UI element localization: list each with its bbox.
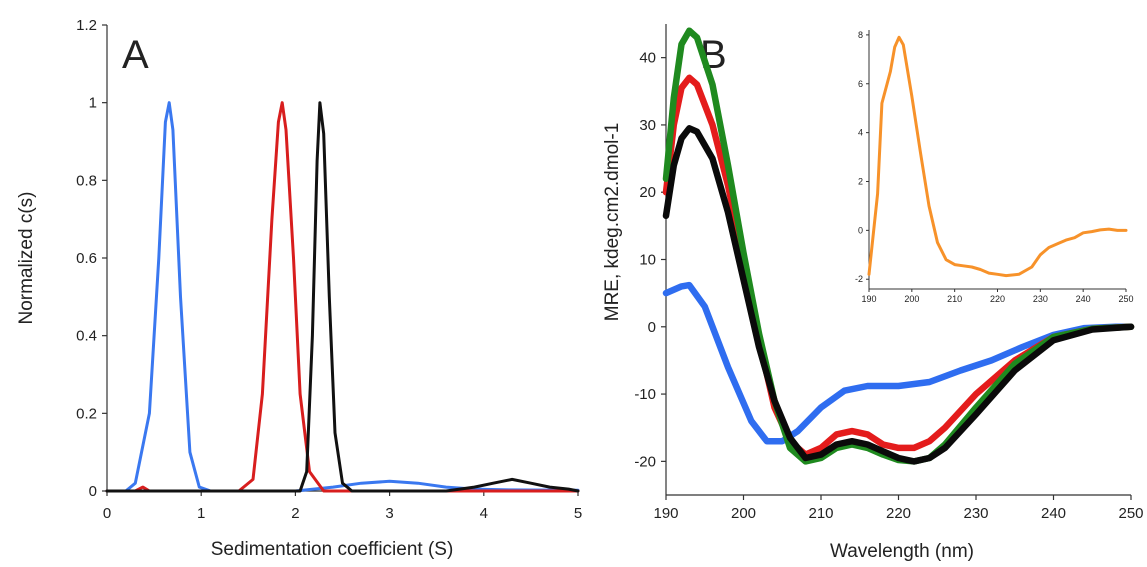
a-series-line-2	[105, 101, 580, 493]
x-tick-label: 220	[886, 505, 911, 522]
inset-panel: 190 200 210 220 230 240 250 -2 0 2 4 6 8	[841, 23, 1135, 306]
x-tick-label: 210	[947, 294, 962, 304]
x-tick-label: 230	[1033, 294, 1048, 304]
x-tick-label: 210	[808, 505, 833, 522]
i-series-line-1	[867, 35, 1128, 278]
y-tick-label: 0	[648, 319, 656, 336]
inset-background	[841, 23, 1135, 306]
x-tick-label: 250	[1118, 505, 1143, 522]
panel-a-xlabel: Sedimentation coefficient (S)	[211, 539, 454, 560]
y-tick-label: 1	[89, 95, 97, 112]
panel-b-ylabel: MRE, kdeg.cm2.dmol-1	[602, 123, 623, 322]
x-tick-label: 230	[963, 505, 988, 522]
x-tick-label: 190	[861, 294, 876, 304]
panel-a-ylabel: Normalized c(s)	[16, 191, 37, 324]
x-tick-label: 220	[990, 294, 1005, 304]
y-tick-label: 30	[639, 117, 656, 134]
x-tick-label: 2	[291, 505, 299, 522]
panel-a: A 0 1 2 3 4 5 0 0.2 0.4 0.6 0.8 1 1.2 Sedimentation …	[16, 17, 582, 560]
panel-a-series	[105, 101, 580, 493]
x-tick-label: 3	[385, 505, 393, 522]
y-tick-label: 1.2	[76, 17, 97, 34]
y-tick-label: -2	[855, 274, 863, 284]
y-tick-label: 0.8	[76, 172, 97, 189]
y-tick-label: -10	[634, 386, 656, 403]
x-tick-label: 240	[1041, 505, 1066, 522]
x-tick-label: 1	[197, 505, 205, 522]
y-tick-label: 8	[858, 30, 863, 40]
y-tick-label: 2	[858, 176, 863, 186]
panel-a-ticks: 0 1 2 3 4 5 0 0.2 0.4 0.6 0.8 1 1.2	[76, 17, 582, 522]
b-series-line-1	[662, 281, 1135, 445]
y-tick-label: 6	[858, 79, 863, 89]
inset-ticks: 190 200 210 220 230 240 250 -2 0 2 4 6 8	[855, 30, 1134, 304]
y-tick-label: -20	[634, 453, 656, 470]
x-tick-label: 190	[653, 505, 678, 522]
x-tick-label: 5	[574, 505, 582, 522]
a-series-line-1	[105, 101, 580, 493]
y-tick-label: 0.6	[76, 250, 97, 267]
b-series-line-2	[662, 74, 1135, 458]
x-tick-label: 250	[1118, 294, 1133, 304]
y-tick-label: 40	[639, 50, 656, 67]
y-tick-label: 0.4	[76, 328, 97, 345]
x-tick-label: 0	[103, 505, 111, 522]
y-tick-label: 10	[639, 252, 656, 269]
x-tick-label: 200	[731, 505, 756, 522]
inset-series	[867, 35, 1128, 278]
y-tick-label: 0.2	[76, 405, 97, 422]
y-tick-label: 4	[858, 128, 863, 138]
y-tick-label: 0	[858, 225, 863, 235]
panel-b-xlabel: Wavelength (nm)	[830, 541, 974, 562]
a-series-line-3	[105, 101, 580, 493]
panel-b-series	[662, 27, 1135, 465]
y-tick-label: 20	[639, 184, 656, 201]
x-tick-label: 240	[1076, 294, 1091, 304]
b-series-line-4	[662, 125, 1135, 465]
panel-a-label: A	[122, 33, 149, 77]
x-tick-label: 4	[480, 505, 488, 522]
x-tick-label: 200	[904, 294, 919, 304]
y-tick-label: 0	[89, 483, 97, 500]
